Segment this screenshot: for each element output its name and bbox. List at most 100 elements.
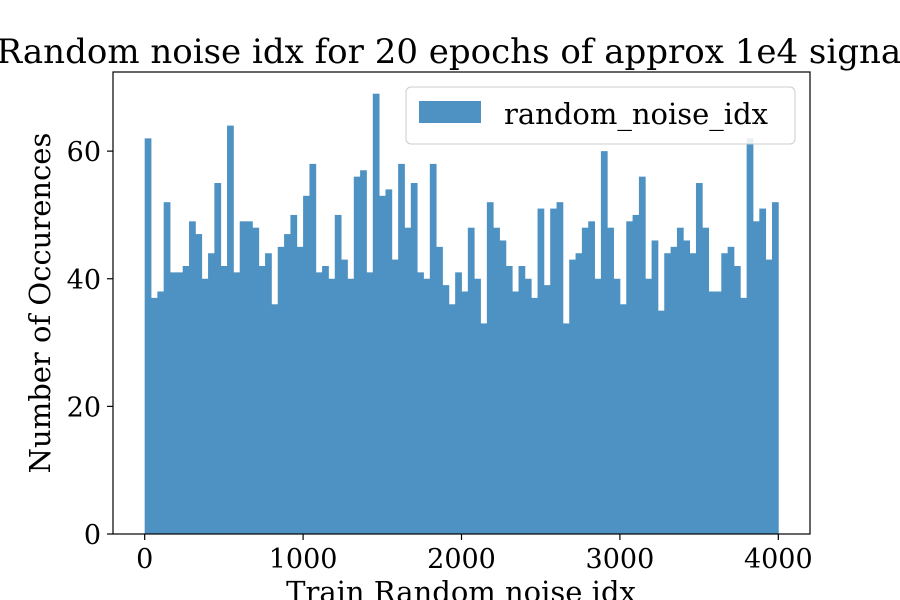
histogram-bar <box>518 265 526 534</box>
histogram-bar <box>322 265 329 534</box>
histogram-bar <box>575 253 583 535</box>
histogram-bar <box>214 183 222 534</box>
legend-swatch <box>419 101 481 123</box>
histogram-bar <box>474 278 481 534</box>
x-tick-label: 3000 <box>586 544 655 575</box>
histogram-bar <box>759 208 767 534</box>
histogram-bar <box>619 304 627 534</box>
histogram-bar <box>429 163 437 534</box>
histogram-bar <box>550 208 557 534</box>
histogram-bar <box>189 221 196 534</box>
histogram-bar <box>695 183 703 534</box>
histogram-bar <box>461 291 469 534</box>
chart-title: Random noise idx for 20 epochs of approx… <box>0 32 900 72</box>
histogram-bar <box>271 304 279 534</box>
histogram-bar <box>163 202 171 534</box>
histogram-bar <box>246 221 253 534</box>
histogram-bar <box>480 323 488 534</box>
histogram-bar <box>455 272 462 534</box>
histogram-bar <box>543 285 551 534</box>
histogram-bar <box>372 93 380 534</box>
histogram-bar <box>499 240 507 534</box>
histogram-bar <box>626 221 633 534</box>
histogram-bar <box>740 297 748 534</box>
histogram-bar <box>353 176 361 534</box>
histogram-bar <box>277 246 285 534</box>
histogram-bar <box>632 214 640 534</box>
histogram-bar <box>664 253 671 535</box>
histogram-bar <box>195 234 203 534</box>
histogram-bar <box>689 253 697 535</box>
histogram-bar <box>366 272 374 534</box>
x-tick-label: 2000 <box>427 544 496 575</box>
histogram-bar <box>208 253 215 535</box>
histogram-bar <box>303 195 310 535</box>
histogram-bar <box>290 214 298 534</box>
histogram-bar <box>771 202 779 534</box>
histogram-bar <box>486 202 494 534</box>
histogram-bar <box>315 272 323 534</box>
histogram-bar <box>442 285 450 534</box>
histogram-bar <box>151 297 158 534</box>
y-tick-label: 40 <box>67 265 101 296</box>
histogram-bar <box>657 310 665 534</box>
histogram-bar <box>157 291 165 534</box>
histogram-bar <box>752 221 760 534</box>
x-axis: 0 1000 2000 3000 4000 <box>136 534 813 575</box>
histogram-bar <box>410 183 418 534</box>
histogram-bar <box>651 240 659 534</box>
histogram-bar <box>588 221 595 534</box>
histogram-bar <box>569 259 576 534</box>
histogram-bar <box>505 265 513 534</box>
y-tick-label: 0 <box>84 520 101 551</box>
histogram-bar <box>524 278 532 534</box>
histogram-bar <box>233 272 241 534</box>
histogram-bar <box>296 246 304 534</box>
histogram-bar <box>265 253 272 535</box>
histogram-bar <box>417 272 424 534</box>
histogram-bar <box>227 125 234 534</box>
histogram-bar <box>347 278 355 534</box>
y-tick-label: 60 <box>67 137 101 168</box>
histogram-bar <box>284 234 291 534</box>
y-tick-label: 20 <box>67 392 101 423</box>
histogram-bar <box>765 259 773 534</box>
histogram-bar <box>537 208 545 534</box>
histogram-bar <box>252 227 260 534</box>
histogram-bar <box>581 227 589 534</box>
histogram-bar <box>702 227 710 534</box>
histogram-bar <box>436 246 443 534</box>
legend-label: random_noise_idx <box>504 97 768 132</box>
histogram-bar <box>360 170 367 534</box>
histogram-bar <box>176 272 184 534</box>
histogram-bar <box>594 278 602 534</box>
legend: random_noise_idx <box>405 86 796 145</box>
histogram-bar <box>512 291 519 534</box>
histogram-bar <box>638 176 646 534</box>
histogram-bar <box>385 189 393 534</box>
histogram-bar <box>746 138 754 535</box>
x-tick-label: 1000 <box>269 544 338 575</box>
histogram-bar <box>721 253 729 535</box>
x-tick-label: 4000 <box>744 544 813 575</box>
y-axis-label: Number of Occurences <box>23 133 57 474</box>
histogram-bar <box>328 278 336 534</box>
histogram-bar <box>562 323 570 534</box>
histogram-bar <box>645 278 652 534</box>
histogram-bar <box>467 227 475 534</box>
histogram-bar <box>676 227 684 534</box>
histogram-bar <box>607 227 614 534</box>
histogram-bar <box>493 227 500 534</box>
histogram-bar <box>448 304 456 534</box>
legend-box <box>405 86 796 145</box>
histogram-bar <box>600 151 608 534</box>
histogram-bar <box>170 272 177 534</box>
histogram-bar <box>334 214 342 534</box>
histogram-bar <box>556 202 564 534</box>
bars-group <box>144 93 779 535</box>
histogram-bar <box>404 227 412 534</box>
histogram-bar <box>423 278 431 534</box>
histogram-bar <box>258 265 266 534</box>
histogram-bar <box>309 163 317 534</box>
